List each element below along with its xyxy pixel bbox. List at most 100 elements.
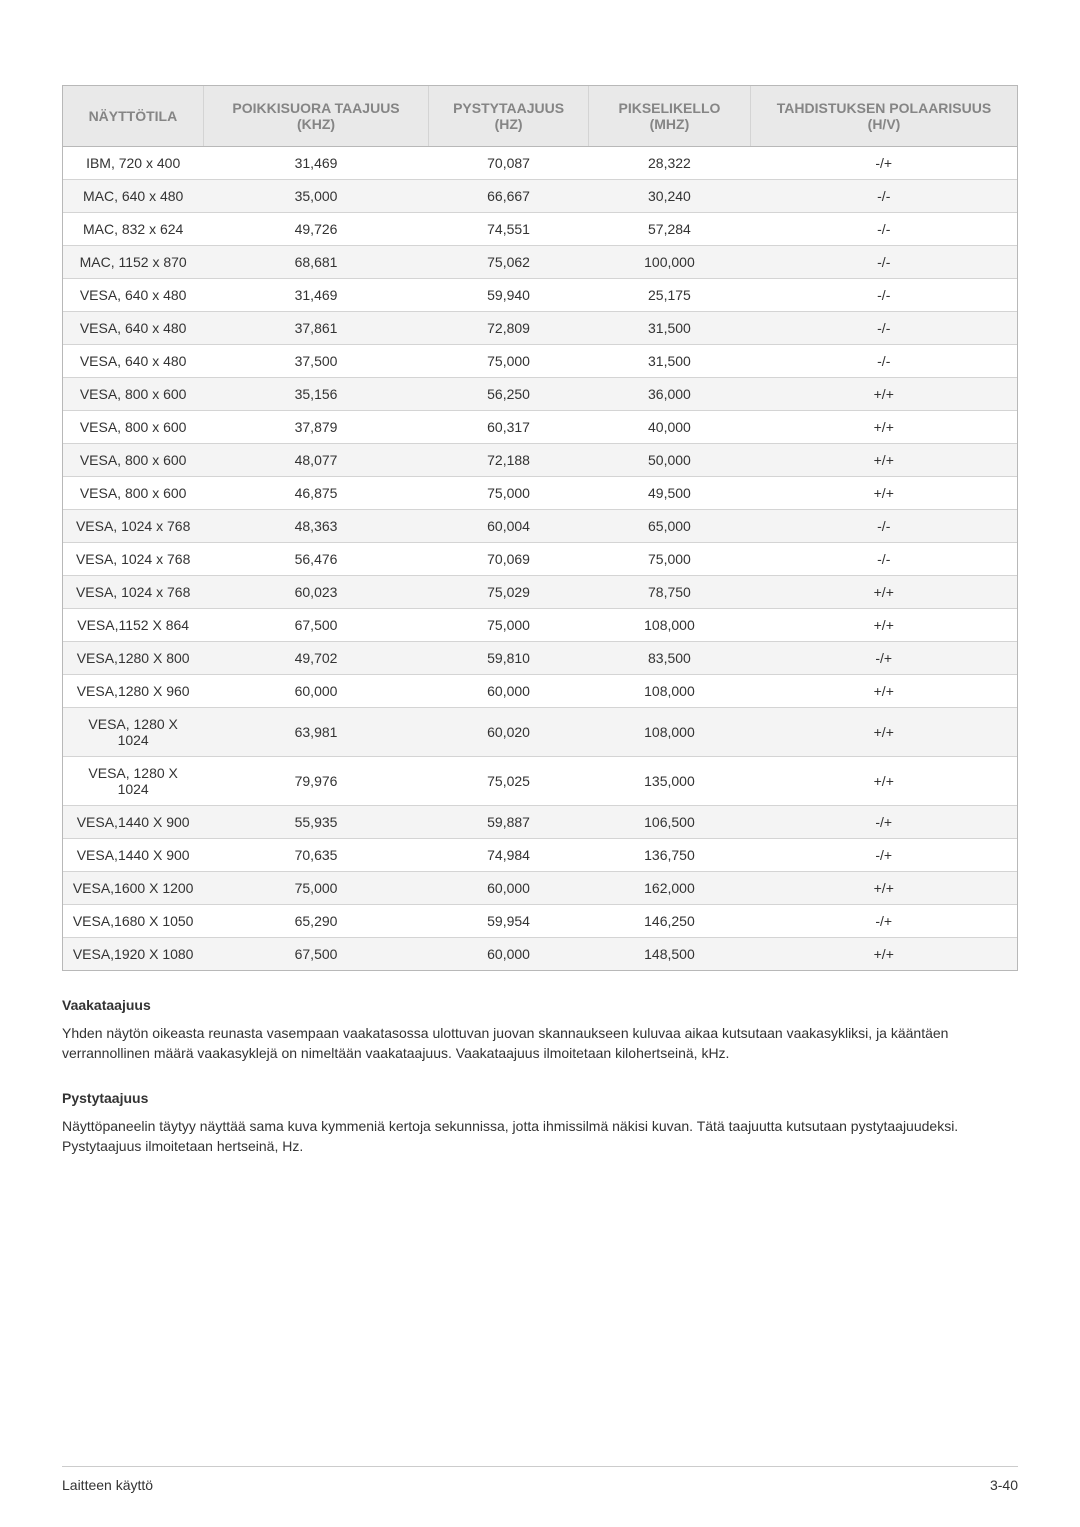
table-row: VESA, 640 x 48037,86172,80931,500-/-: [63, 312, 1017, 345]
table-cell: 83,500: [588, 642, 750, 675]
footer-right: 3-40: [990, 1477, 1018, 1493]
table-cell: 72,809: [429, 312, 589, 345]
table-cell: -/-: [751, 180, 1018, 213]
table-cell: 65,000: [588, 510, 750, 543]
table-cell: -/-: [751, 543, 1018, 576]
table-cell: 65,290: [203, 905, 428, 938]
table-cell: 70,087: [429, 147, 589, 180]
table-cell: VESA,1680 X 1050: [63, 905, 203, 938]
table-cell: 75,029: [429, 576, 589, 609]
table-cell: 108,000: [588, 675, 750, 708]
table-cell: MAC, 1152 x 870: [63, 246, 203, 279]
table-cell: 60,000: [203, 675, 428, 708]
table-cell: VESA, 640 x 480: [63, 312, 203, 345]
table-cell: 78,750: [588, 576, 750, 609]
table-cell: VESA,1600 X 1200: [63, 872, 203, 905]
table-cell: VESA, 1280 X 1024: [63, 708, 203, 757]
table-cell: 31,469: [203, 279, 428, 312]
table-cell: 60,020: [429, 708, 589, 757]
table-cell: 35,156: [203, 378, 428, 411]
table-cell: 79,976: [203, 757, 428, 806]
table-cell: -/+: [751, 147, 1018, 180]
table-cell: 74,551: [429, 213, 589, 246]
section-body-vfreq: Näyttöpaneelin täytyy näyttää sama kuva …: [62, 1116, 1018, 1157]
table-row: VESA, 800 x 60048,07772,18850,000+/+: [63, 444, 1017, 477]
table-row: VESA, 1024 x 76848,36360,00465,000-/-: [63, 510, 1017, 543]
table-cell: VESA,1440 X 900: [63, 839, 203, 872]
table-cell: 59,940: [429, 279, 589, 312]
table-cell: -/-: [751, 312, 1018, 345]
table-header: NÄYTTÖTILA POIKKISUORA TAAJUUS (KHZ) PYS…: [63, 86, 1017, 147]
table-cell: IBM, 720 x 400: [63, 147, 203, 180]
table-cell: +/+: [751, 477, 1018, 510]
table-row: VESA, 640 x 48037,50075,00031,500-/-: [63, 345, 1017, 378]
table-cell: 60,000: [429, 938, 589, 971]
table-cell: -/-: [751, 510, 1018, 543]
table-cell: VESA, 800 x 600: [63, 411, 203, 444]
table-row: VESA,1440 X 90070,63574,984136,750-/+: [63, 839, 1017, 872]
table-cell: +/+: [751, 411, 1018, 444]
table-row: IBM, 720 x 40031,46970,08728,322-/+: [63, 147, 1017, 180]
table-cell: 25,175: [588, 279, 750, 312]
display-modes-table: NÄYTTÖTILA POIKKISUORA TAAJUUS (KHZ) PYS…: [63, 86, 1017, 970]
table-cell: -/-: [751, 246, 1018, 279]
col-header-mode: NÄYTTÖTILA: [63, 86, 203, 147]
table-cell: 108,000: [588, 708, 750, 757]
table-cell: 56,250: [429, 378, 589, 411]
table-cell: 70,069: [429, 543, 589, 576]
table-cell: 60,000: [429, 872, 589, 905]
table-cell: VESA, 800 x 600: [63, 444, 203, 477]
table-cell: 59,954: [429, 905, 589, 938]
table-row: MAC, 640 x 48035,00066,66730,240-/-: [63, 180, 1017, 213]
table-cell: VESA, 800 x 600: [63, 477, 203, 510]
table-cell: 37,879: [203, 411, 428, 444]
table-cell: 66,667: [429, 180, 589, 213]
table-cell: 31,500: [588, 345, 750, 378]
table-cell: -/+: [751, 806, 1018, 839]
table-cell: +/+: [751, 444, 1018, 477]
table-cell: VESA, 1024 x 768: [63, 510, 203, 543]
page-footer: Laitteen käyttö 3-40: [62, 1466, 1018, 1493]
table-row: VESA,1920 X 108067,50060,000148,500+/+: [63, 938, 1017, 971]
table-cell: 55,935: [203, 806, 428, 839]
footer-left: Laitteen käyttö: [62, 1477, 153, 1493]
table-cell: 46,875: [203, 477, 428, 510]
table-row: VESA,1280 X 80049,70259,81083,500-/+: [63, 642, 1017, 675]
table-row: VESA, 1024 x 76860,02375,02978,750+/+: [63, 576, 1017, 609]
table-cell: VESA, 640 x 480: [63, 345, 203, 378]
table-cell: 106,500: [588, 806, 750, 839]
table-cell: 60,000: [429, 675, 589, 708]
table-cell: 60,004: [429, 510, 589, 543]
table-cell: 75,000: [588, 543, 750, 576]
table-row: VESA,1600 X 120075,00060,000162,000+/+: [63, 872, 1017, 905]
table-row: VESA, 800 x 60046,87575,00049,500+/+: [63, 477, 1017, 510]
section-body-hfreq: Yhden näytön oikeasta reunasta vasempaan…: [62, 1023, 1018, 1064]
table-row: VESA,1440 X 90055,93559,887106,500-/+: [63, 806, 1017, 839]
table-cell: 59,887: [429, 806, 589, 839]
col-header-syncpolarity: TAHDISTUKSEN POLAARISUUS (H/V): [751, 86, 1018, 147]
table-cell: VESA,1280 X 960: [63, 675, 203, 708]
table-cell: VESA,1280 X 800: [63, 642, 203, 675]
table-cell: 40,000: [588, 411, 750, 444]
table-cell: +/+: [751, 872, 1018, 905]
table-cell: VESA, 800 x 600: [63, 378, 203, 411]
col-header-vfreq: PYSTYTAAJUUS (HZ): [429, 86, 589, 147]
col-header-pixelclock: PIKSELIKELLO (MHZ): [588, 86, 750, 147]
table-cell: +/+: [751, 675, 1018, 708]
table-body: IBM, 720 x 40031,46970,08728,322-/+MAC, …: [63, 147, 1017, 971]
table-cell: +/+: [751, 609, 1018, 642]
table-cell: 67,500: [203, 938, 428, 971]
table-cell: 59,810: [429, 642, 589, 675]
table-cell: 75,000: [429, 477, 589, 510]
table-cell: 75,062: [429, 246, 589, 279]
table-cell: VESA, 1024 x 768: [63, 543, 203, 576]
table-cell: VESA, 640 x 480: [63, 279, 203, 312]
table-row: VESA, 1024 x 76856,47670,06975,000-/-: [63, 543, 1017, 576]
table-cell: 49,500: [588, 477, 750, 510]
table-cell: 60,317: [429, 411, 589, 444]
table-cell: 36,000: [588, 378, 750, 411]
table-cell: 57,284: [588, 213, 750, 246]
table-cell: 74,984: [429, 839, 589, 872]
table-cell: 70,635: [203, 839, 428, 872]
table-cell: 49,726: [203, 213, 428, 246]
